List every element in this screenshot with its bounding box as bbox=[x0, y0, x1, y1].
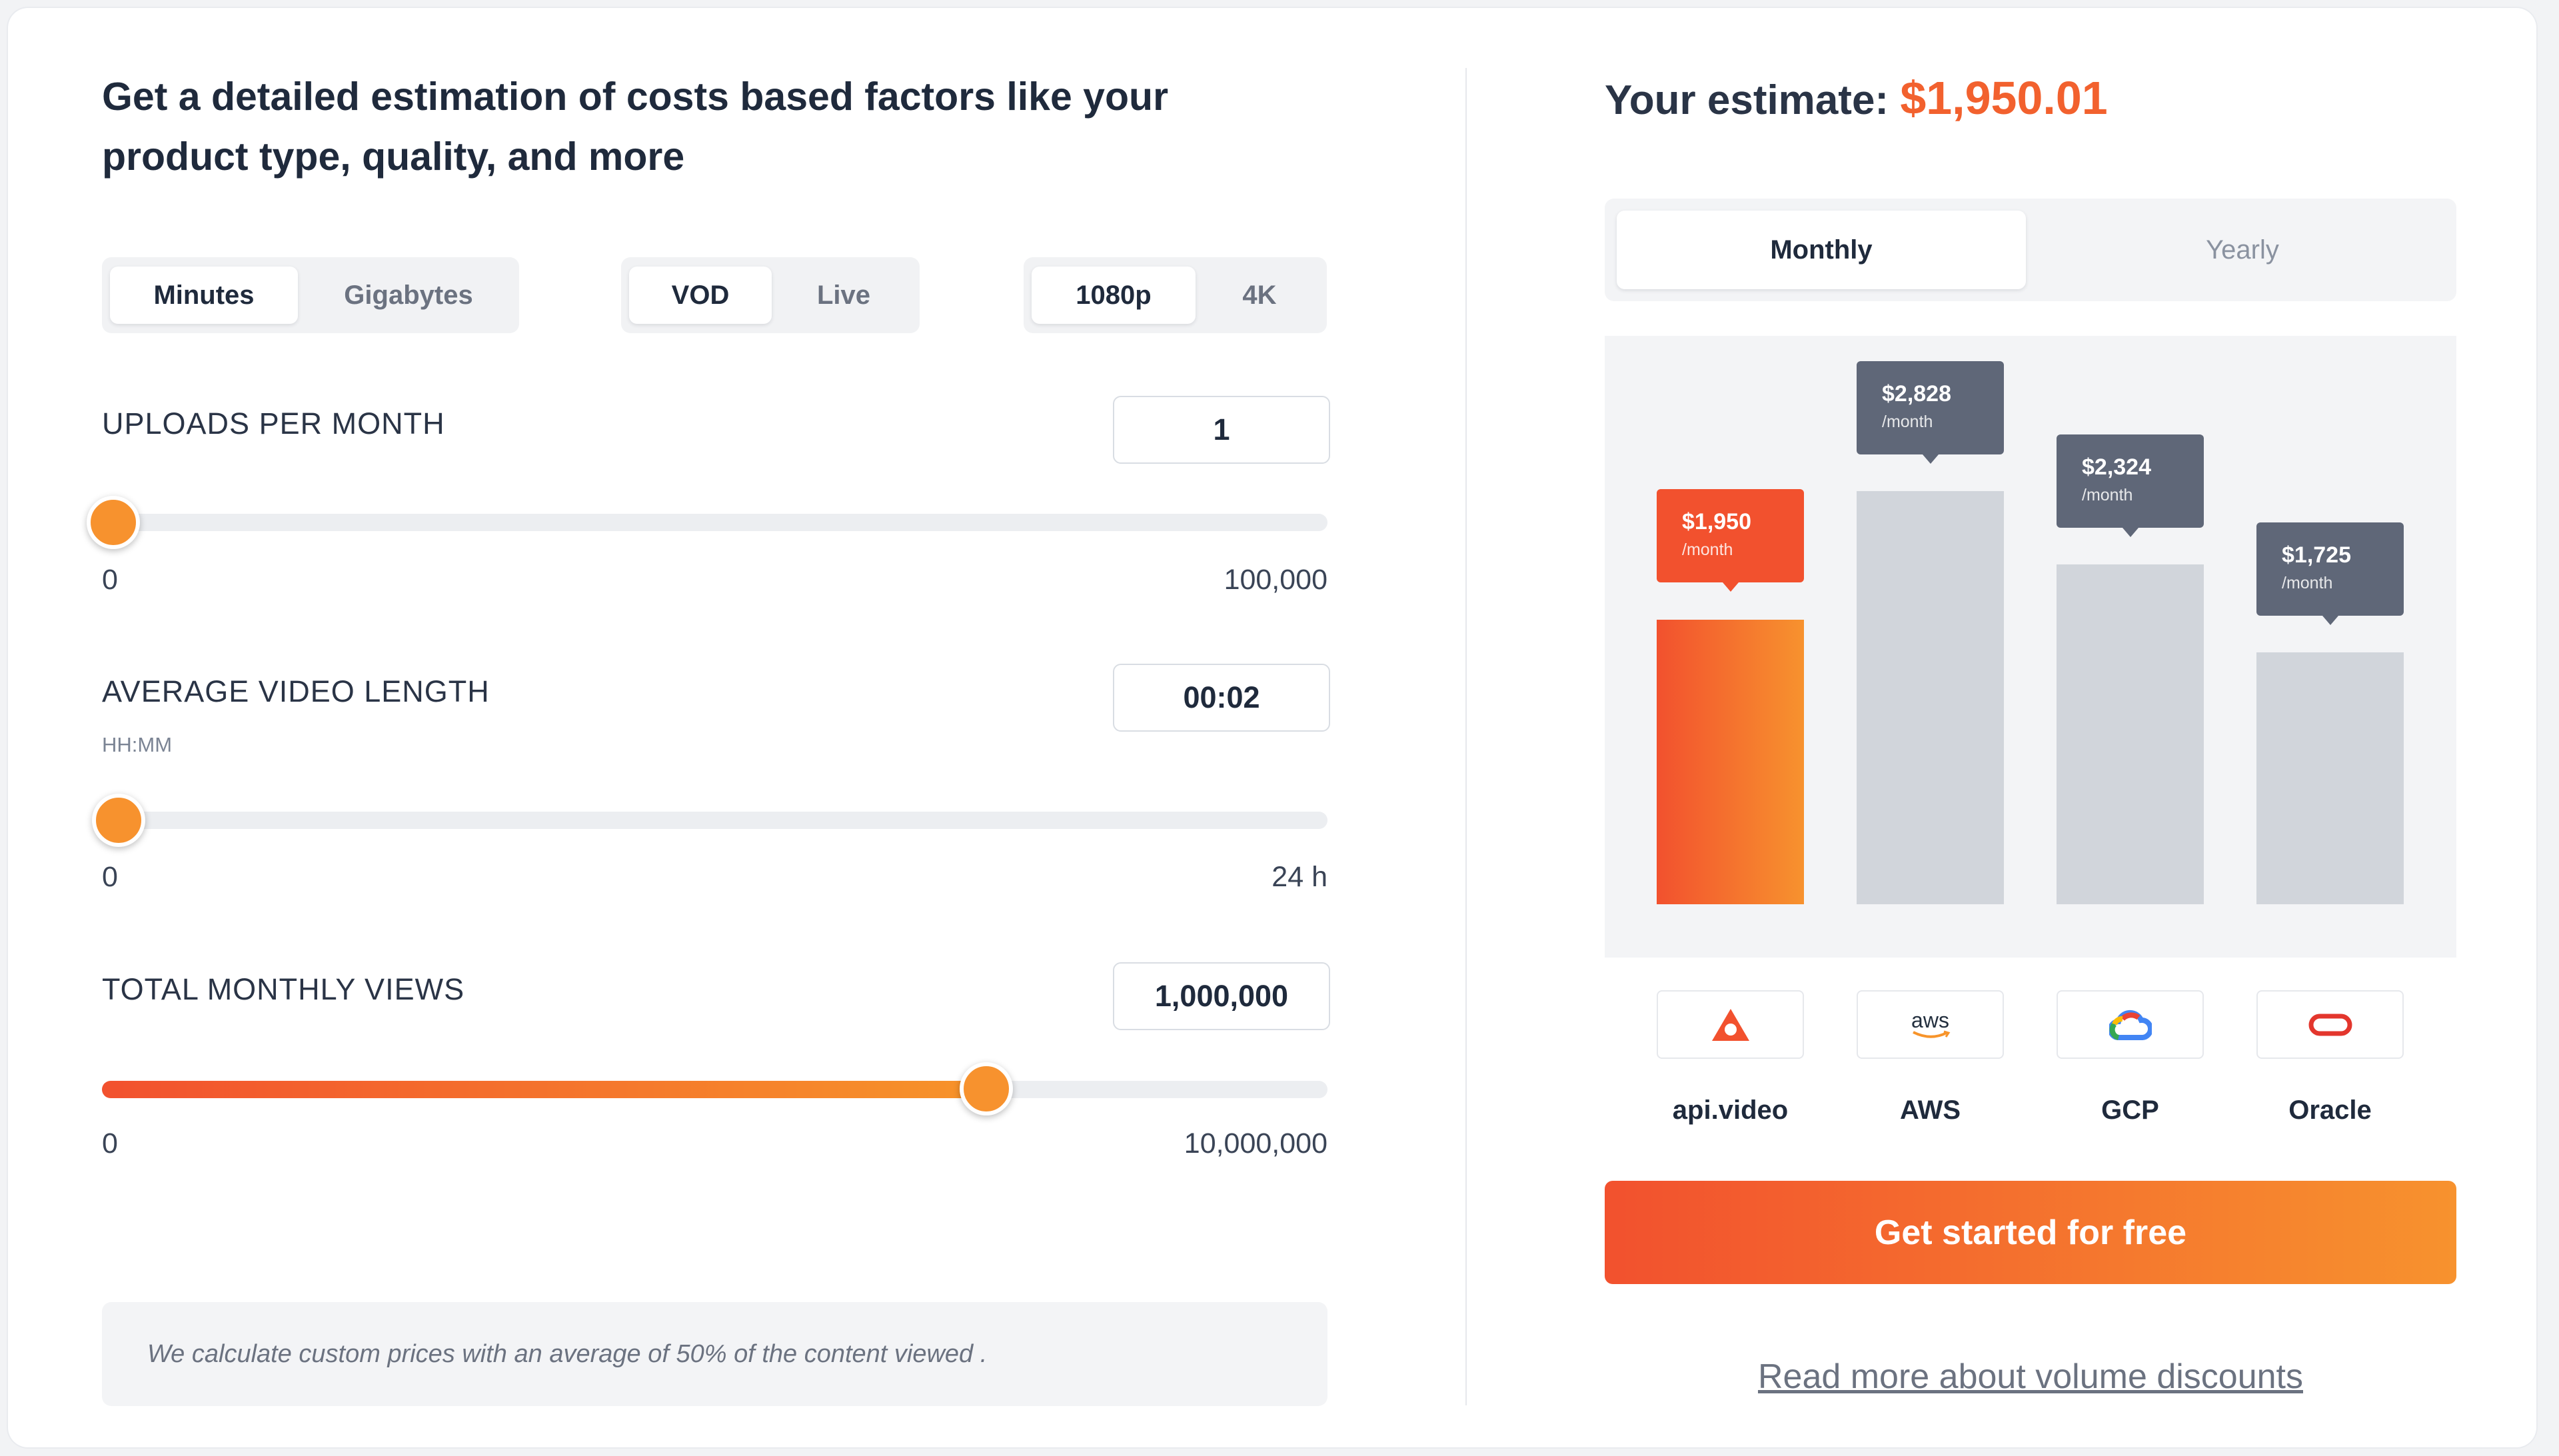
label-aws: $2,828 /month bbox=[1857, 361, 2004, 464]
bar-oracle bbox=[2256, 652, 2404, 904]
uploads-label: UPLOADS PER MONTH bbox=[102, 406, 445, 440]
api-video-logo-svg bbox=[1711, 1008, 1749, 1041]
quality-toggle: 1080p 4K bbox=[1024, 257, 1327, 333]
uploads-input[interactable]: 1 bbox=[1113, 396, 1330, 464]
label-oracle-unit: /month bbox=[2282, 574, 2333, 592]
views-slider-track[interactable] bbox=[102, 1081, 1327, 1098]
1080p-toggle[interactable]: 1080p bbox=[1032, 267, 1196, 324]
minutes-toggle[interactable]: Minutes bbox=[110, 267, 298, 324]
unit-toggle: Minutes Gigabytes bbox=[102, 257, 519, 333]
live-toggle[interactable]: Live bbox=[816, 280, 871, 310]
views-input[interactable]: 1,000,000 bbox=[1113, 962, 1330, 1030]
label-gcp-unit: /month bbox=[2082, 486, 2133, 504]
column-divider bbox=[1465, 68, 1467, 1405]
uploads-slider-handle[interactable] bbox=[87, 496, 140, 549]
bar-gcp bbox=[2057, 564, 2204, 904]
pricing-note: We calculate custom prices with an avera… bbox=[102, 1302, 1327, 1406]
label-gcp-value: $2,324 bbox=[2082, 454, 2151, 480]
provider-name-oracle: Oracle bbox=[2288, 1095, 2372, 1125]
period-toggle: Monthly Yearly bbox=[1605, 199, 2456, 301]
views-max: 10,000,000 bbox=[1184, 1127, 1327, 1159]
gcp-cloud-logo-icon bbox=[2057, 990, 2204, 1059]
aws-smile-svg bbox=[1912, 1030, 1950, 1038]
uploads-slider-track[interactable] bbox=[102, 514, 1327, 531]
volume-discounts-link[interactable]: Read more about volume discounts bbox=[1757, 1357, 2303, 1396]
label-api-video-unit: /month bbox=[1682, 540, 1733, 559]
uploads-min: 0 bbox=[102, 564, 118, 596]
api-video-logo-icon bbox=[1657, 990, 1804, 1059]
oracle-logo-icon bbox=[2256, 990, 2404, 1059]
length-format-hint: HH:MM bbox=[102, 733, 173, 756]
views-slider-fill bbox=[102, 1081, 990, 1098]
mode-toggle: VOD Live bbox=[621, 257, 920, 333]
label-aws-unit: /month bbox=[1882, 412, 1933, 431]
estimate-heading: Your estimate: $1,950.01 bbox=[1605, 71, 2108, 125]
estimate-amount: $1,950.01 bbox=[1900, 72, 2108, 124]
length-slider-handle[interactable] bbox=[92, 794, 145, 847]
vod-toggle[interactable]: VOD bbox=[629, 267, 772, 324]
gigabytes-toggle[interactable]: Gigabytes bbox=[344, 280, 473, 310]
oracle-logo-svg bbox=[2308, 1014, 2352, 1036]
label-api-video-value: $1,950 bbox=[1682, 509, 1751, 534]
estimator-card: Get a detailed estimation of costs based… bbox=[8, 8, 2536, 1447]
4k-toggle[interactable]: 4K bbox=[1242, 280, 1277, 310]
monthly-tab[interactable]: Monthly bbox=[1617, 211, 2026, 289]
views-slider-handle[interactable] bbox=[960, 1062, 1013, 1115]
length-min: 0 bbox=[102, 861, 118, 893]
bar-aws bbox=[1857, 491, 2004, 904]
yearly-tab[interactable]: Yearly bbox=[2206, 235, 2279, 265]
uploads-max: 100,000 bbox=[1224, 564, 1327, 596]
label-gcp: $2,324 /month bbox=[2057, 434, 2204, 537]
views-label: TOTAL MONTHLY VIEWS bbox=[102, 972, 465, 1006]
label-aws-value: $2,828 bbox=[1882, 381, 1951, 406]
provider-name-aws: AWS bbox=[1899, 1095, 1961, 1125]
provider-name-gcp: GCP bbox=[2101, 1095, 2159, 1125]
aws-logo-text: aws bbox=[1911, 1008, 1949, 1032]
provider-name-api-video: api.video bbox=[1672, 1095, 1789, 1125]
page-title: Get a detailed estimation of costs based… bbox=[102, 75, 1169, 179]
aws-logo-icon: aws bbox=[1857, 990, 2004, 1059]
length-label: AVERAGE VIDEO LENGTH bbox=[102, 674, 490, 708]
estimate-label: Your estimate: bbox=[1605, 77, 1889, 123]
views-min: 0 bbox=[102, 1127, 118, 1159]
gcp-cloud-svg bbox=[2109, 1010, 2152, 1040]
bar-api-video bbox=[1657, 620, 1804, 904]
length-max: 24 h bbox=[1272, 861, 1327, 893]
length-input[interactable]: 00:02 bbox=[1113, 664, 1330, 732]
label-api-video: $1,950 /month bbox=[1657, 489, 1804, 592]
label-oracle: $1,725 /month bbox=[2256, 522, 2404, 625]
length-slider-track[interactable] bbox=[102, 812, 1327, 829]
label-oracle-value: $1,725 bbox=[2282, 542, 2351, 568]
get-started-button[interactable]: Get started for free bbox=[1605, 1181, 2456, 1284]
